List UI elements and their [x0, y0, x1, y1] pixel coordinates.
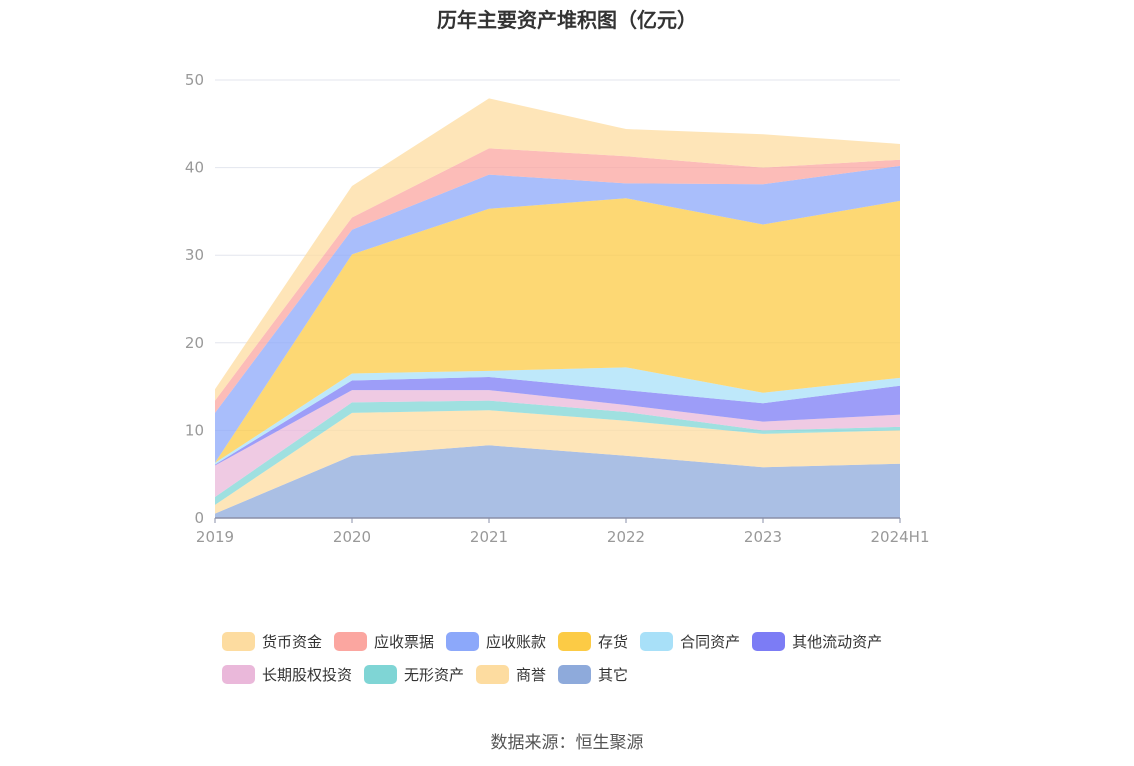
area-series	[215, 367, 900, 465]
y-tick-label: 50	[185, 71, 204, 89]
legend-item[interactable]: 合同资产	[640, 630, 740, 653]
data-source: 数据来源：恒生聚源	[490, 733, 644, 753]
y-tick-label: 10	[185, 421, 204, 439]
y-tick-label: 20	[185, 334, 204, 352]
chart-title: 历年主要资产堆积图（亿元）	[437, 8, 697, 32]
legend-swatch	[222, 665, 255, 684]
legend-item[interactable]: 长期股权投资	[222, 663, 352, 686]
legend-label: 应收票据	[374, 633, 435, 651]
legend-label: 合同资产	[680, 633, 741, 651]
legend-label: 应收账款	[486, 633, 547, 651]
x-tick-label: 2020	[333, 528, 371, 546]
legend-label: 其他流动资产	[792, 633, 883, 651]
area-series	[215, 376, 900, 466]
legend-item[interactable]: 其它	[558, 663, 628, 686]
area-series	[215, 198, 900, 463]
y-tick-label: 40	[185, 159, 204, 177]
legend-item[interactable]: 应收票据	[334, 630, 434, 653]
legend-item[interactable]: 商誉	[476, 663, 546, 686]
stacked-area-chart: 0 10 20 30 40 50 2019 2020 2021 2022 2023 2024H1	[185, 71, 930, 546]
legend-label: 长期股权投资	[262, 666, 353, 684]
legend-swatch	[222, 632, 255, 651]
y-tick-label: 0	[194, 509, 204, 527]
legend-label: 货币资金	[262, 633, 323, 651]
legend-swatch	[640, 632, 674, 651]
x-tick-label: 2021	[470, 528, 508, 546]
area-series	[215, 445, 900, 518]
legend-item[interactable]: 货币资金	[222, 630, 322, 653]
legend-swatch	[558, 632, 592, 651]
legend-label: 其它	[598, 666, 629, 684]
legend-swatch	[752, 632, 786, 651]
area-series	[215, 148, 900, 413]
legend-swatch	[334, 632, 368, 651]
area-series	[215, 165, 900, 463]
x-tick-label: 2024H1	[871, 528, 930, 546]
x-tick-label: 2022	[607, 528, 645, 546]
y-tick-label: 30	[185, 246, 204, 264]
legend-label: 商誉	[516, 666, 547, 684]
x-tick-label: 2023	[744, 528, 782, 546]
legend-label: 无形资产	[404, 666, 465, 684]
legend-item[interactable]: 存货	[558, 630, 628, 653]
legend-item[interactable]: 其他流动资产	[752, 630, 882, 653]
legend-swatch	[476, 665, 510, 684]
legend-item[interactable]: 应收账款	[446, 630, 546, 653]
area-series	[215, 410, 900, 514]
x-tick-label: 2019	[196, 528, 234, 546]
legend-item[interactable]: 无形资产	[364, 663, 464, 686]
legend-swatch	[446, 632, 480, 651]
legend-label: 存货	[598, 633, 629, 651]
legend-swatch	[558, 665, 592, 684]
area-series	[215, 400, 900, 505]
legend-swatch	[364, 665, 398, 684]
chart-legend: 货币资金 应收票据 应收账款 存货 合同资产 其他流动资产长期股权投资 无形资产 商誉 其它	[222, 630, 942, 696]
area-series	[215, 98, 900, 401]
